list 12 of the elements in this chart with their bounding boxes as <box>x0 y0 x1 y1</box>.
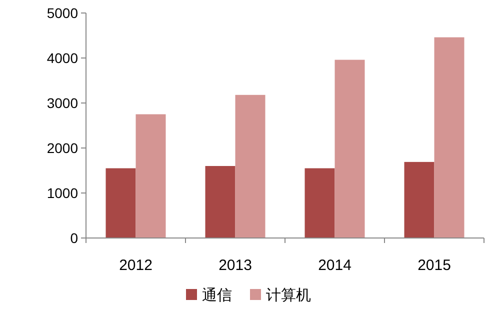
y-tick-label: 0 <box>70 230 78 246</box>
y-tick-label: 5000 <box>46 5 78 21</box>
x-tick-label: 2013 <box>218 257 252 274</box>
y-tick-label: 2000 <box>46 140 78 156</box>
x-tick-label: 2014 <box>318 257 352 274</box>
y-tick-label: 3000 <box>46 95 78 111</box>
y-tick-label: 4000 <box>46 50 78 66</box>
x-tick-label: 2012 <box>119 257 152 274</box>
x-tick-label: 2015 <box>418 257 451 274</box>
legend-label: 通信 <box>202 287 232 304</box>
legend-label: 计算机 <box>266 287 311 304</box>
y-tick-label: 1000 <box>46 185 78 201</box>
